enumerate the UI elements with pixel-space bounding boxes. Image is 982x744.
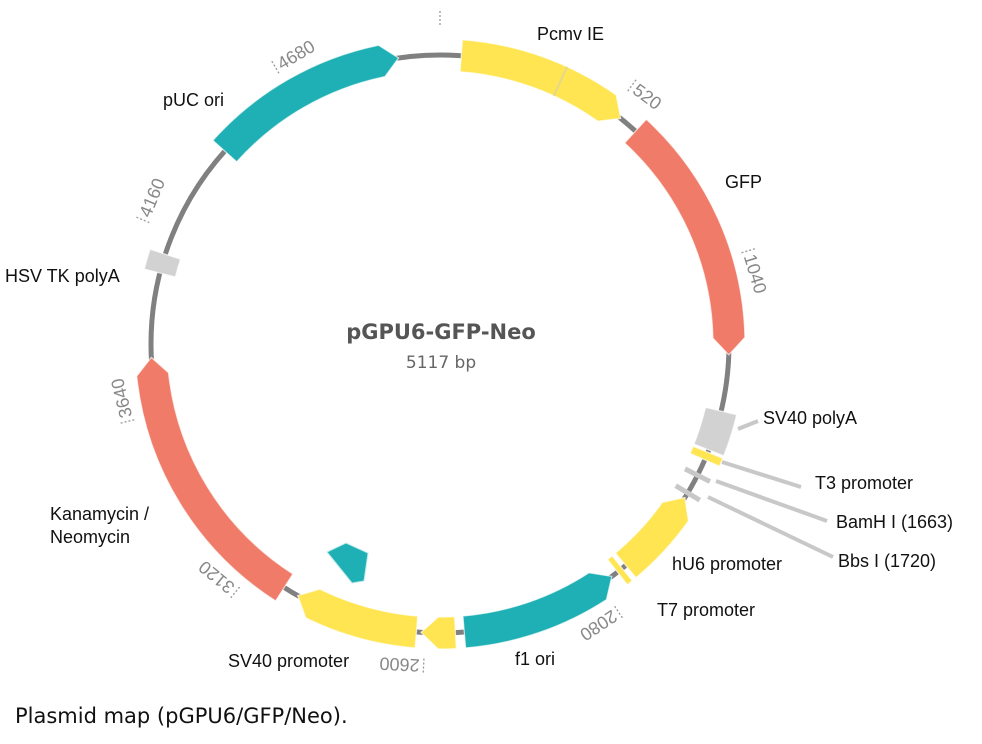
- features: [136, 39, 746, 650]
- tick-line: [118, 419, 135, 425]
- feature-feature[interactable]: [420, 615, 457, 650]
- feature-divider: [552, 66, 568, 97]
- feature-pcmv-ie[interactable]: [459, 39, 622, 122]
- figure-caption: Plasmid map (pGPU6/GFP/Neo).: [15, 704, 348, 728]
- label-f1-ori: f1 ori: [515, 649, 556, 669]
- tick: 1040: [740, 247, 771, 296]
- label-bbsi: Bbs I (1720): [838, 551, 937, 571]
- feature-f1-ori[interactable]: [462, 572, 613, 649]
- tick-label: 3640: [107, 376, 136, 420]
- leader-bbsi: [707, 495, 834, 559]
- inner-teal-feature: [326, 542, 369, 584]
- tick: 2600: [379, 653, 425, 675]
- tick-label: 520: [629, 80, 665, 114]
- tick-line: [228, 586, 241, 600]
- feature-puc-ori[interactable]: [212, 44, 400, 163]
- label-gfp: GFP: [725, 172, 763, 192]
- label-sv40-polya: SV40 polyA: [763, 408, 858, 428]
- label-neomycin: Neomycin: [50, 527, 131, 547]
- label-hu6-promoter: hU6 promoter: [672, 554, 783, 574]
- label-t7-promoter: T7 promoter: [657, 600, 756, 620]
- restriction-site-mark[interactable]: [674, 483, 701, 503]
- feature-hu6-promoter[interactable]: [614, 496, 690, 579]
- tick-line: [614, 605, 625, 620]
- feature-hsv-tk-polya[interactable]: [143, 248, 182, 278]
- tick-line: [627, 77, 638, 92]
- feature-sv40-polya[interactable]: [693, 406, 738, 457]
- tick: 520: [627, 77, 665, 114]
- label-t3-promoter: T3 promoter: [815, 473, 914, 493]
- feature-t3-promoter[interactable]: [689, 445, 724, 468]
- feature-gfp[interactable]: [623, 118, 746, 356]
- tick: 3640: [107, 376, 136, 425]
- feature-t7-promoter[interactable]: [606, 555, 634, 586]
- tick: 4160: [134, 175, 169, 224]
- label-sv40-promoter: SV40 promoter: [228, 651, 350, 671]
- plasmid-name: pGPU6-GFP-Neo: [346, 320, 536, 344]
- label-kanamycin: Kanamycin /: [50, 504, 150, 524]
- tick-line: [741, 247, 758, 254]
- leader-sv40-polya: [737, 419, 759, 431]
- leader-bamhi: [715, 479, 828, 523]
- feature-sv40-promoter[interactable]: [296, 588, 419, 649]
- leader-lines: [707, 419, 834, 559]
- label-bamhi: BamH I (1663): [836, 512, 954, 532]
- tick-line: [422, 658, 425, 675]
- tick-label: 1040: [740, 252, 771, 296]
- restriction-site-mark[interactable]: [683, 466, 712, 484]
- tick-label: 2600: [379, 653, 420, 675]
- leader-t3-promoter: [721, 460, 802, 489]
- tick-label: 4160: [135, 175, 169, 220]
- label-puc-ori: pUC ori: [163, 90, 225, 110]
- plasmid-length: 5117 bp: [405, 353, 477, 373]
- label-pcmv-ie: Pcmv IE: [537, 24, 605, 44]
- feature-kanamycin[interactable]: [136, 356, 294, 602]
- label-hsv-tk-polya: HSV TK polyA: [5, 266, 120, 286]
